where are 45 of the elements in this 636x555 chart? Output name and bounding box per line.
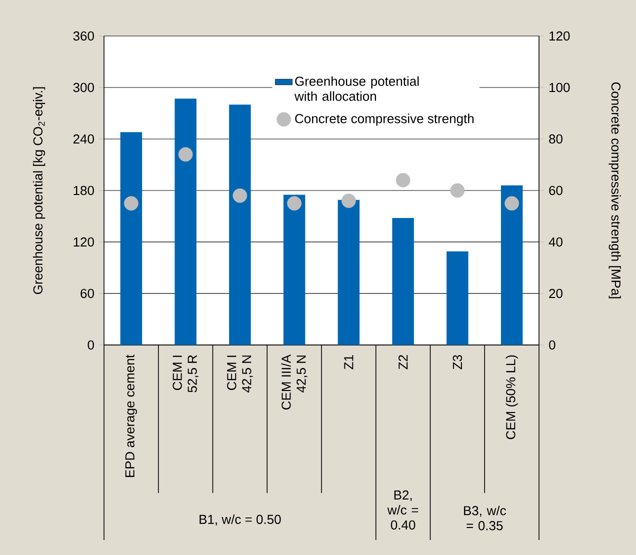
y-tick-label: 60 bbox=[80, 288, 94, 298]
bar bbox=[446, 251, 468, 345]
y-tick-label: 360 bbox=[73, 31, 94, 41]
point bbox=[178, 147, 193, 162]
x-tick-label: Z1 bbox=[344, 355, 354, 370]
x-tick-label: CEM III/A 42,5 N bbox=[281, 354, 308, 410]
y-axis-title: Greenhouse potential [kg CO$_{2}$-eqiv.] bbox=[32, 87, 46, 294]
bar bbox=[120, 132, 142, 345]
y2-axis-title: Concrete compressive strength [MPa] bbox=[608, 82, 621, 298]
y2-tick-label: 0 bbox=[549, 340, 556, 350]
text: B1, w/c = 0.50 bbox=[200, 514, 281, 526]
legend-label: Concrete compressive strength bbox=[295, 114, 474, 126]
point bbox=[450, 183, 465, 198]
bar bbox=[174, 98, 196, 345]
text: B3, w/c = 0.35 bbox=[464, 506, 506, 530]
x-tick-label: Z2 bbox=[398, 355, 408, 370]
bar bbox=[392, 218, 414, 345]
bar bbox=[283, 194, 306, 345]
x-tick-label: CEM (50% LL) bbox=[506, 355, 518, 440]
point bbox=[341, 194, 356, 208]
x-tick-label: CEM I 52,5 R bbox=[172, 355, 198, 392]
point bbox=[504, 196, 520, 211]
y-tick-label: 240 bbox=[73, 134, 94, 144]
y-tick-label: 180 bbox=[74, 186, 94, 196]
y2-tick-label: 80 bbox=[549, 134, 562, 144]
y-tick-label: 300 bbox=[73, 82, 94, 92]
y-tick-label: 0 bbox=[88, 340, 94, 350]
y-tick-label: 120 bbox=[74, 237, 94, 247]
point bbox=[287, 196, 302, 211]
bar bbox=[500, 185, 523, 345]
y2-tick-label: 60 bbox=[549, 186, 562, 196]
y2-tick-label: 100 bbox=[550, 82, 570, 92]
x-tick-label: CEM I 42,5 N bbox=[227, 356, 253, 393]
x-tick-label: EPD average cement bbox=[125, 354, 138, 478]
bar bbox=[229, 104, 251, 345]
y2-tick-label: 40 bbox=[548, 237, 562, 247]
point bbox=[124, 196, 138, 211]
bar bbox=[338, 200, 360, 345]
legend-label: Greenhouse potential with allocation bbox=[294, 76, 419, 101]
text: B2, w/c = 0.40 bbox=[387, 490, 418, 530]
point bbox=[396, 172, 410, 188]
y2-tick-label: 20 bbox=[549, 288, 562, 298]
y2-tick-label: 120 bbox=[550, 31, 570, 41]
point bbox=[232, 188, 248, 203]
x-tick-label: Z3 bbox=[452, 355, 462, 370]
